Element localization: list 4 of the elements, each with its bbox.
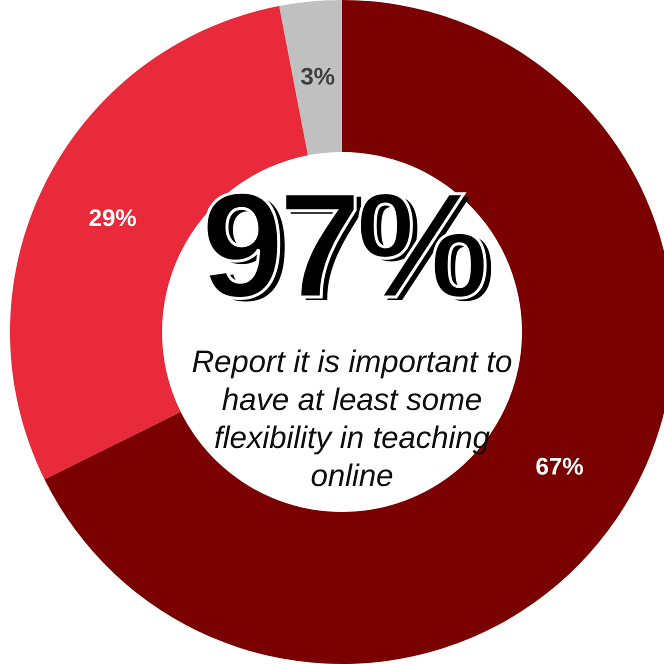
text: Report it is important to have at least some flexibility in teaching online bbox=[190, 343, 514, 495]
data-label: 29% bbox=[88, 204, 137, 232]
data-label: 3% bbox=[300, 64, 336, 91]
data-label: 67% bbox=[536, 453, 584, 480]
